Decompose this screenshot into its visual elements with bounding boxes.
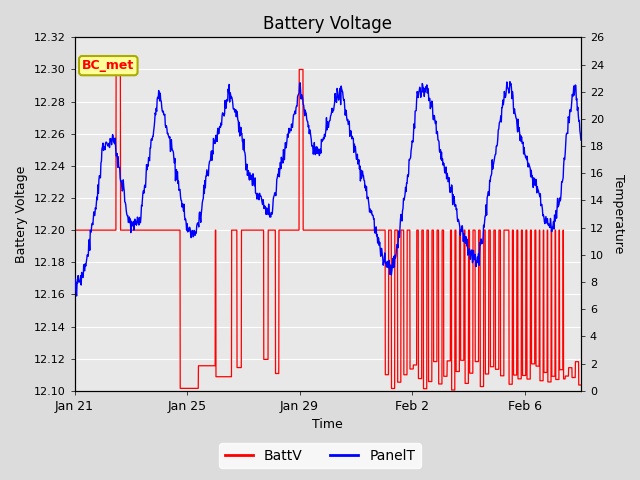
Y-axis label: Battery Voltage: Battery Voltage xyxy=(15,166,28,263)
Text: BC_met: BC_met xyxy=(82,59,134,72)
Y-axis label: Temperature: Temperature xyxy=(612,174,625,254)
Legend: BattV, PanelT: BattV, PanelT xyxy=(220,443,420,468)
Title: Battery Voltage: Battery Voltage xyxy=(263,15,392,33)
X-axis label: Time: Time xyxy=(312,419,343,432)
